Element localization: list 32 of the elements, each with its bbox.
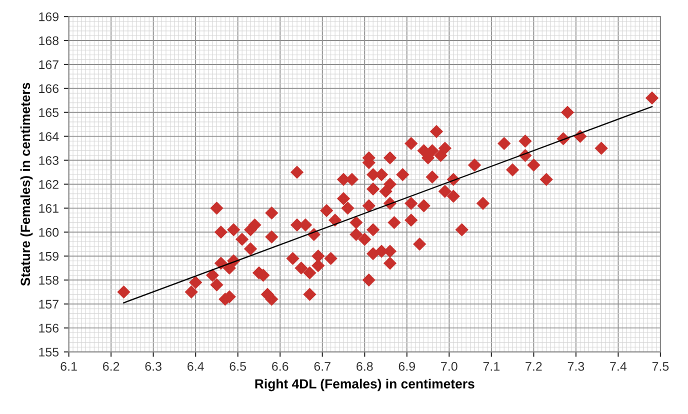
- x-tick-label: 6.7: [314, 362, 330, 371]
- x-tick-label: 6.9: [398, 362, 415, 371]
- y-tick-label: 164: [39, 132, 59, 141]
- x-tick-label: 6.2: [103, 362, 120, 371]
- y-tick-label: 156: [39, 324, 59, 333]
- y-tick-label: 169: [39, 12, 58, 22]
- x-axis-title: Right 4DL (Females) in centimeters: [255, 378, 474, 392]
- x-tick-label: 7.3: [568, 362, 584, 371]
- y-tick-label: 158: [39, 276, 59, 285]
- x-tick-label: 7.2: [526, 362, 542, 371]
- x-tick-label: 6.8: [356, 362, 373, 371]
- y-tick-label: 162: [39, 180, 58, 189]
- y-tick-label: 168: [39, 36, 59, 46]
- x-tick-label: 6.1: [60, 362, 77, 371]
- y-axis-title: Stature (Females) in centimeters: [20, 82, 33, 286]
- x-tick-label: 7.1: [483, 362, 500, 371]
- x-tick-label: 6.4: [188, 362, 204, 371]
- x-tick-label: 6.5: [230, 362, 246, 371]
- y-tick-label: 165: [39, 108, 59, 118]
- y-tick-label: 160: [39, 228, 59, 237]
- y-tick-label: 166: [39, 84, 59, 94]
- y-tick-label: 159: [39, 252, 58, 261]
- y-tick-label: 163: [39, 156, 59, 165]
- x-tick-label: 7.0: [441, 362, 458, 371]
- y-tick-label: 155: [39, 348, 59, 357]
- x-tick-label: 7.5: [652, 362, 669, 371]
- x-tick-label: 6.3: [145, 362, 162, 371]
- x-tick-label: 6.6: [272, 362, 288, 371]
- x-tick-label: 7.4: [610, 362, 627, 371]
- y-tick-label: 161: [39, 204, 58, 213]
- y-tick-label: 157: [39, 300, 58, 309]
- y-tick-label: 167: [39, 60, 58, 70]
